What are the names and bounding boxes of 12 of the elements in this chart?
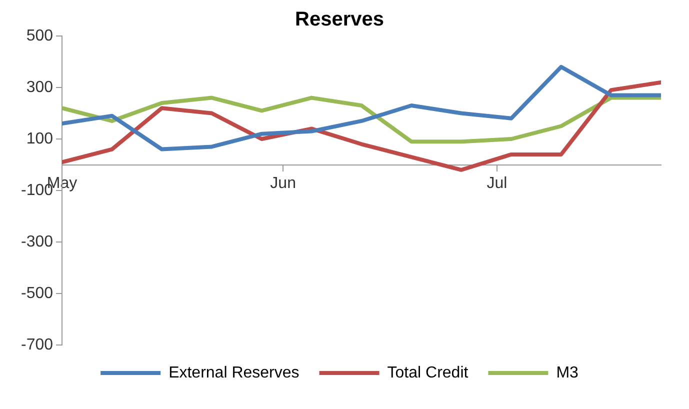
- chart-title: Reserves: [295, 8, 384, 31]
- y-tick-label: 100: [26, 130, 54, 148]
- y-tick-label: -300: [20, 233, 54, 250]
- y-tick-label: -500: [20, 284, 54, 302]
- y-tick-label: 300: [26, 78, 54, 96]
- legend-label: Total Credit: [387, 364, 469, 382]
- y-tick-label: -700: [20, 336, 54, 354]
- x-tick-label: Jul: [486, 174, 508, 192]
- legend-label: M3: [556, 364, 579, 382]
- legend-label: External Reserves: [168, 364, 300, 382]
- x-tick-label: Jun: [270, 174, 296, 192]
- y-tick-label: 500: [26, 27, 54, 44]
